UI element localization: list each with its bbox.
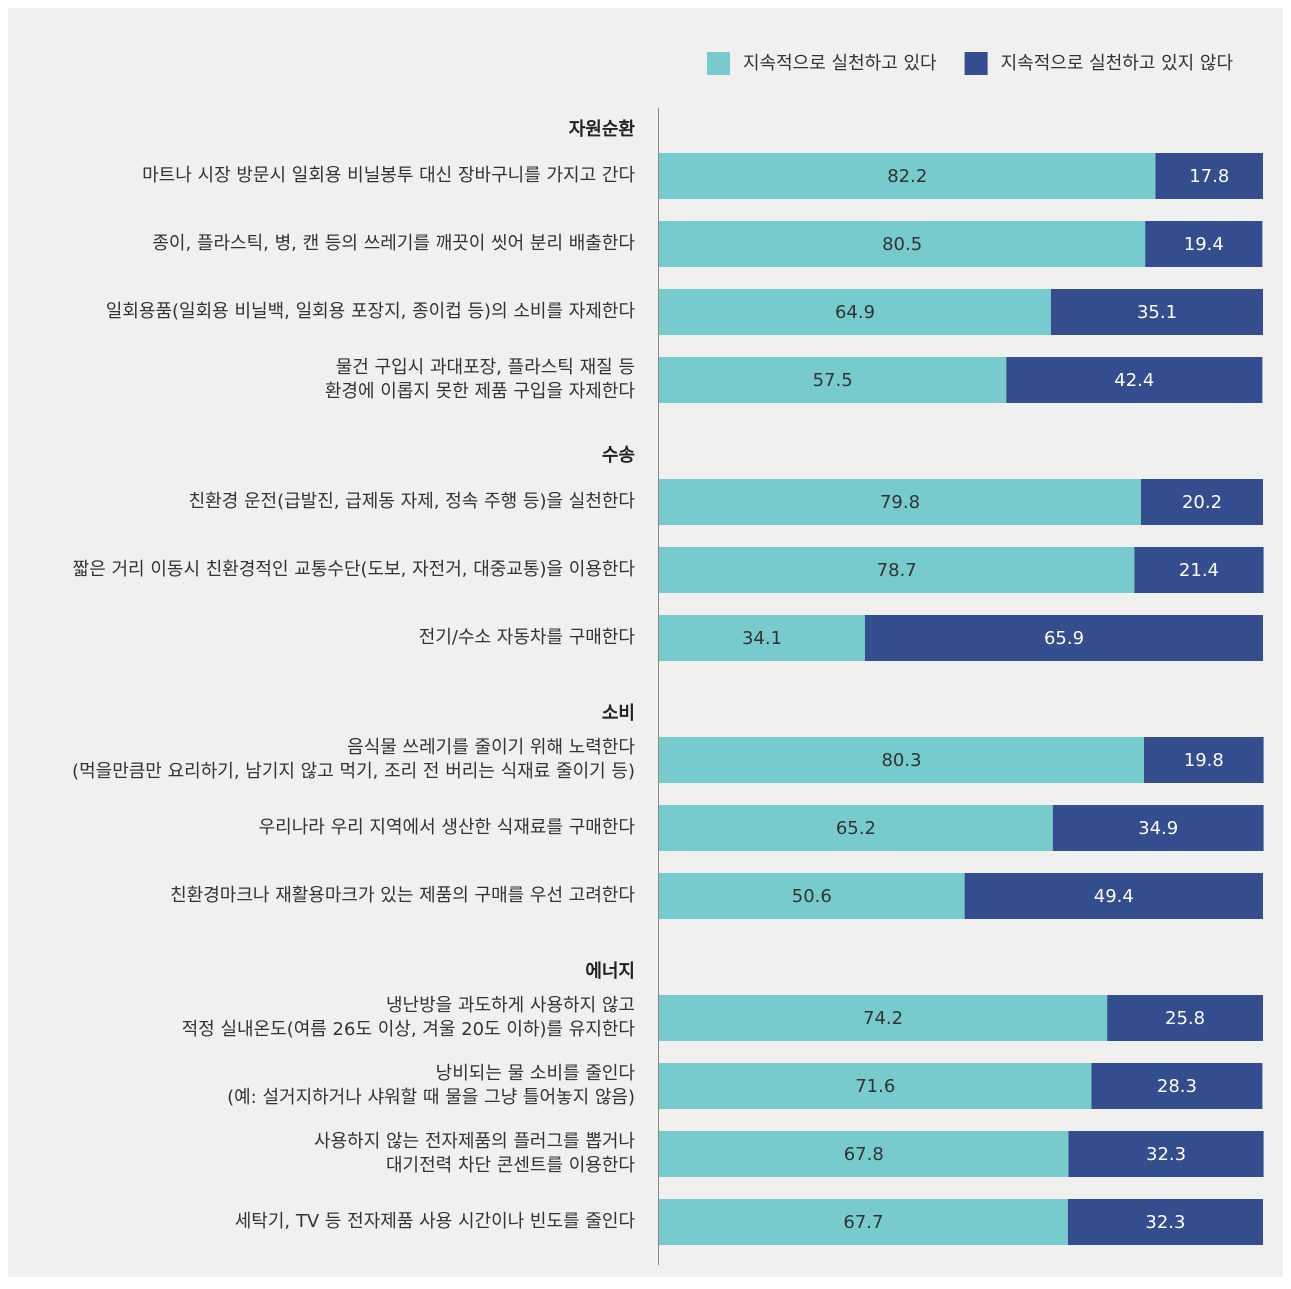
bar-segment bbox=[659, 221, 1146, 267]
bar-segment bbox=[659, 1131, 1069, 1177]
legend-swatch bbox=[707, 52, 730, 75]
bar-segment bbox=[1155, 153, 1263, 199]
category-label: 친환경마크나 재활용마크가 있는 제품의 구매를 우선 고려한다 bbox=[170, 885, 635, 906]
bar-segment bbox=[659, 995, 1108, 1041]
value-label: 80.3 bbox=[881, 750, 921, 771]
value-label: 78.7 bbox=[877, 560, 917, 581]
group-header: 소비 bbox=[602, 703, 635, 724]
bar-segment bbox=[659, 737, 1145, 783]
value-label: 34.1 bbox=[742, 628, 782, 649]
category-label: 음식물 쓰레기를 줄이기 위해 노력한다 bbox=[347, 737, 635, 758]
value-label: 35.1 bbox=[1137, 302, 1177, 323]
bar-segment bbox=[1050, 289, 1263, 335]
value-label: 50.6 bbox=[792, 886, 832, 907]
bar-segment bbox=[659, 1063, 1092, 1109]
legend-label: 지속적으로 실천하고 있지 않다 bbox=[1001, 53, 1234, 74]
bar-segment bbox=[659, 479, 1141, 525]
value-label: 82.2 bbox=[887, 166, 927, 187]
bar-segment bbox=[659, 547, 1135, 593]
bar-segment bbox=[1006, 357, 1263, 403]
category-label: 물건 구입시 과대포장, 플라스틱 재질 등 bbox=[336, 357, 635, 378]
group-header: 자원순환 bbox=[569, 118, 636, 140]
value-label: 34.9 bbox=[1138, 818, 1178, 839]
category-label: 친환경 운전(급발진, 급제동 자제, 정속 주행 등)을 실천한다 bbox=[189, 491, 636, 512]
category-label: (예: 설거지하거나 샤워할 때 물을 그냥 틀어놓지 않음) bbox=[227, 1087, 635, 1108]
value-label: 67.7 bbox=[843, 1212, 883, 1233]
category-label: 낭비되는 물 소비를 줄인다 bbox=[436, 1063, 636, 1084]
value-label: 57.5 bbox=[813, 370, 853, 391]
bar-segment bbox=[1144, 737, 1264, 783]
value-label: 64.9 bbox=[835, 302, 875, 323]
bar-segment bbox=[659, 1199, 1068, 1245]
bar-segment bbox=[964, 873, 1263, 919]
bar-segment bbox=[659, 805, 1053, 851]
value-label: 17.8 bbox=[1189, 166, 1229, 187]
bar-segment bbox=[1140, 479, 1263, 525]
group-header: 수송 bbox=[602, 445, 635, 466]
bar-segment bbox=[659, 615, 865, 661]
category-label: 전기/수소 자동차를 구매한다 bbox=[419, 627, 636, 648]
value-label: 28.3 bbox=[1157, 1076, 1197, 1097]
value-label: 71.6 bbox=[855, 1076, 895, 1097]
legend-swatch bbox=[964, 52, 988, 75]
category-label: 종이, 플라스틱, 병, 캔 등의 쓰레기를 깨끗이 씻어 분리 배출한다 bbox=[152, 233, 635, 254]
bar-segment bbox=[1068, 1131, 1264, 1177]
value-label: 42.4 bbox=[1114, 370, 1154, 391]
category-label: 사용하지 않는 전자제품의 플러그를 뽑거나 bbox=[314, 1131, 635, 1152]
value-label: 19.4 bbox=[1184, 234, 1224, 255]
bar-segment bbox=[659, 357, 1007, 403]
value-label: 74.2 bbox=[863, 1008, 903, 1029]
bar-segment bbox=[659, 153, 1156, 199]
value-label: 32.3 bbox=[1145, 1212, 1185, 1233]
category-label: 적정 실내온도(여름 26도 이상, 겨울 20도 이하)를 유지한다 bbox=[182, 1019, 636, 1040]
value-label: 25.8 bbox=[1165, 1008, 1205, 1029]
value-label: 80.5 bbox=[882, 234, 922, 255]
value-label: 79.8 bbox=[880, 492, 920, 513]
category-label: 냉난방을 과도하게 사용하지 않고 bbox=[386, 995, 635, 1016]
bar-segment bbox=[1067, 1199, 1263, 1245]
category-label: 일회용품(일회용 비닐백, 일회용 포장지, 종이컵 등)의 소비를 자제한다 bbox=[106, 301, 636, 322]
bar-segment bbox=[659, 873, 965, 919]
bar-segment bbox=[864, 615, 1263, 661]
value-label: 65.2 bbox=[836, 818, 876, 839]
bar-segment bbox=[1052, 805, 1264, 851]
category-label: (먹을만큼만 요리하기, 남기지 않고 먹기, 조리 전 버리는 식재료 줄이기… bbox=[72, 761, 635, 782]
value-label: 19.8 bbox=[1184, 750, 1224, 771]
bar-segment bbox=[1145, 221, 1263, 267]
value-label: 65.9 bbox=[1044, 628, 1084, 649]
category-label: 환경에 이롭지 못한 제품 구입을 자제한다 bbox=[325, 381, 636, 402]
bar-segment bbox=[659, 289, 1051, 335]
bar-segment bbox=[1134, 547, 1264, 593]
value-label: 21.4 bbox=[1179, 560, 1219, 581]
value-label: 49.4 bbox=[1094, 886, 1134, 907]
value-label: 20.2 bbox=[1182, 492, 1222, 513]
legend-label: 지속적으로 실천하고 있다 bbox=[743, 53, 937, 74]
category-label: 대기전력 차단 콘센트를 이용한다 bbox=[386, 1155, 635, 1176]
category-label: 짧은 거리 이동시 친환경적인 교통수단(도보, 자전거, 대중교통)을 이용한… bbox=[73, 559, 636, 580]
group-header: 에너지 bbox=[585, 961, 635, 982]
category-label: 우리나라 우리 지역에서 생산한 식재료를 구매한다 bbox=[259, 817, 636, 838]
value-label: 32.3 bbox=[1146, 1144, 1186, 1165]
value-label: 67.8 bbox=[844, 1144, 884, 1165]
bar-segment bbox=[1091, 1063, 1263, 1109]
bar-segment bbox=[1107, 995, 1263, 1041]
category-label: 세탁기, TV 등 전자제품 사용 시간이나 빈도를 줄인다 bbox=[235, 1211, 636, 1232]
category-label: 마트나 시장 방문시 일회용 비닐봉투 대신 장바구니를 가지고 간다 bbox=[142, 165, 635, 186]
